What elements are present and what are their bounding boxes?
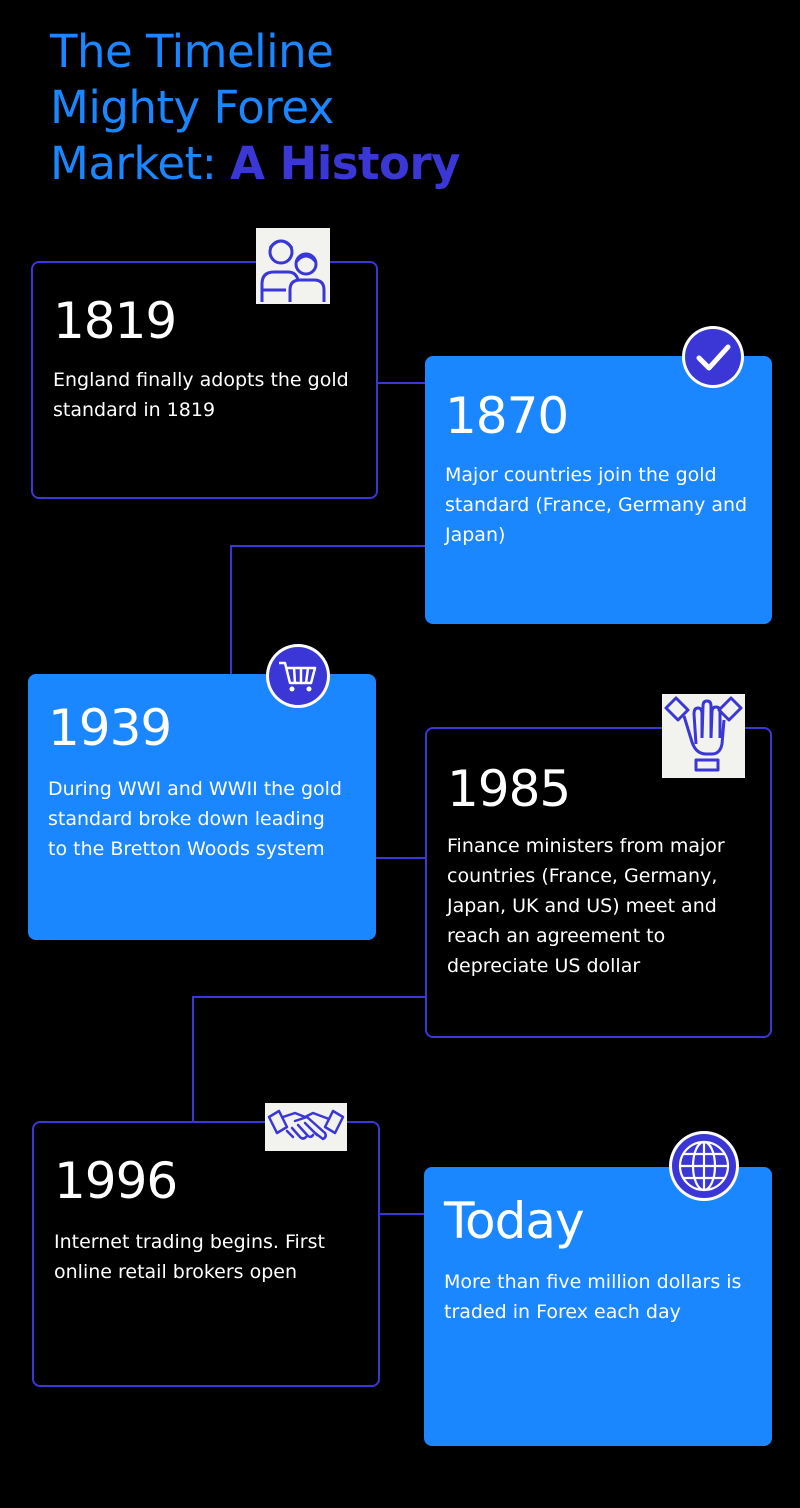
handshake-icon (265, 1103, 347, 1151)
event-year: 1985 (447, 760, 571, 818)
family-icon (256, 228, 330, 304)
event-description: England finally adopts the gold standard… (53, 369, 349, 421)
connector-1819-1870 (377, 382, 471, 384)
event-description: More than five million dollars is traded… (444, 1271, 742, 1323)
event-year: 1870 (445, 387, 569, 445)
event-year: 1819 (53, 292, 177, 350)
title-line-2: Mighty Forex (50, 81, 334, 134)
title-line-1: The Timeline (50, 25, 334, 78)
connector-1985-1996-h (192, 996, 426, 998)
globe-icon (668, 1130, 740, 1202)
timeline-card-1819: 1819 England finally adopts the gold sta… (31, 261, 378, 499)
timeline-card-1939: 1939 During WWI and WWII the gold standa… (28, 674, 376, 940)
title-line-3-plain: Market: (50, 137, 217, 190)
event-description: Major countries join the gold standard (… (445, 464, 748, 546)
timeline-card-1985: 1985 Finance ministers from major countr… (425, 727, 772, 1038)
connector-1870-1939-h (230, 545, 425, 547)
shopping-cart-icon (265, 643, 331, 709)
timeline-card-1996: 1996 Internet trading begins. First onli… (32, 1121, 380, 1387)
event-year: 1996 (54, 1152, 178, 1210)
check-circle-icon (681, 325, 745, 389)
timeline-card-today: Today More than five million dollars is … (424, 1167, 772, 1446)
connector-1996-today (379, 1213, 425, 1215)
title-line-3-strong: A History (230, 137, 460, 190)
connector-1870-1939-v (230, 545, 232, 740)
event-year: Today (444, 1192, 585, 1250)
timeline-card-1870: 1870 Major countries join the gold stand… (425, 356, 772, 624)
page-title: The Timeline Mighty Forex Market: A Hist… (50, 24, 460, 192)
connector-1939-1985 (375, 857, 426, 859)
connector-1985-1996-v (192, 996, 194, 1122)
event-year: 1939 (48, 699, 172, 757)
hands-together-icon (662, 694, 745, 778)
event-description: During WWI and WWII the gold standard br… (48, 778, 342, 860)
event-description: Finance ministers from major countries (… (447, 835, 725, 977)
event-description: Internet trading begins. First online re… (54, 1231, 325, 1283)
